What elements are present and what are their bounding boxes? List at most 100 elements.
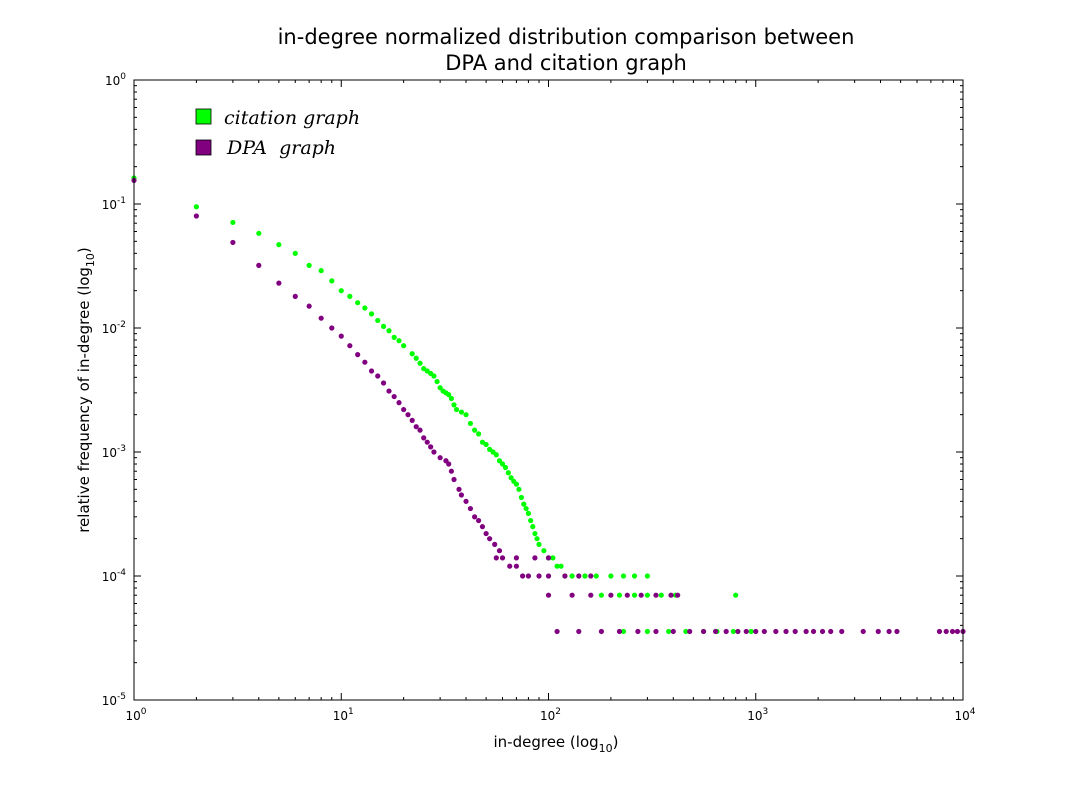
data-point [886,628,892,635]
data-point [380,323,387,330]
series-1 [131,177,966,635]
data-point [828,628,834,635]
data-point [753,628,759,635]
y-tick-label: 10-1 [102,196,126,212]
data-point [773,628,779,635]
data-point [428,444,434,450]
data-point [446,461,452,467]
data-point [347,343,353,349]
data-point [735,628,741,635]
data-point [458,492,465,498]
data-point [530,524,536,530]
data-point [347,293,353,299]
x-axis-label: in-degree (log10) [494,733,619,755]
data-point [523,505,529,512]
x-tick-label: 104 [954,707,975,723]
data-point [409,351,415,357]
data-point [496,458,503,464]
data-point [894,628,900,635]
data-point [329,278,335,284]
data-point [635,628,641,635]
data-point [588,573,594,579]
data-point [355,352,361,358]
data-point [593,573,599,579]
data-point [687,628,693,635]
data-point [448,395,454,402]
data-point [554,563,560,569]
data-point [748,628,754,635]
data-point [683,628,689,635]
y-axis-label-text: relative frequency of in-degree (log [75,267,93,533]
data-point [620,628,627,635]
data-point [499,461,506,467]
data-point [338,288,344,294]
data-point [545,555,552,561]
data-point [391,393,397,400]
data-point [396,338,402,344]
data-point [550,555,556,561]
data-point [413,424,419,430]
data-point [620,573,627,579]
data-point [653,592,659,598]
data-point [230,239,236,246]
data-point [554,628,560,635]
axis-ticks: 100 101 102 103 104 10-5 10-4 10-3 10-2 10-1 100 [102,72,976,723]
data-point [472,514,478,520]
x-axis-label-text: in-degree (log [494,733,599,751]
data-point [653,628,659,635]
data-point [516,486,522,492]
data-point [860,628,866,635]
y-axis-label-subscript: 10 [84,253,97,267]
data-point [292,293,298,299]
x-tick-label: 101 [333,707,354,723]
data-point [608,592,614,598]
data-point [193,213,199,219]
data-point [368,368,375,374]
data-point [463,498,469,504]
data-point [502,464,509,471]
data-point [700,628,707,635]
data-point [712,628,719,635]
data-point [463,412,469,418]
data-point [276,280,282,286]
legend-swatch-citation-graph [195,108,212,125]
y-tick-label: 10-3 [102,444,126,460]
data-point [954,628,961,635]
data-point [670,628,676,635]
data-point [616,592,623,598]
y-axis-label: relative frequency of in-degree (log10) [75,247,97,533]
data-point [417,360,423,366]
y-tick-label: 10-2 [102,320,126,336]
x-axis-label-close: ) [613,733,619,751]
data-point [949,628,956,635]
y-tick-label: 10-5 [102,692,126,708]
data-point [733,592,739,598]
data-point [476,517,482,524]
data-point [562,573,568,579]
data-point [499,555,506,561]
data-point [476,431,482,437]
data-point [943,628,949,635]
data-point [675,592,681,598]
data-point [292,250,298,256]
data-point [405,412,411,418]
x-tick-label: 102 [540,707,561,723]
data-point [467,505,474,512]
data-point [819,628,826,635]
chart-title-line-1: in-degree normalized distribution compar… [278,25,855,49]
data-point [518,494,525,501]
data-point [582,573,588,579]
data-point [375,373,381,379]
data-point [839,628,845,635]
data-point [508,475,514,481]
data-point [631,573,638,579]
data-point [368,311,375,317]
data-point [624,592,630,598]
data-point [409,417,415,423]
data-point [534,536,540,542]
data-point [513,481,520,487]
data-point [421,435,427,441]
data-point [730,628,736,635]
data-point [456,486,462,492]
